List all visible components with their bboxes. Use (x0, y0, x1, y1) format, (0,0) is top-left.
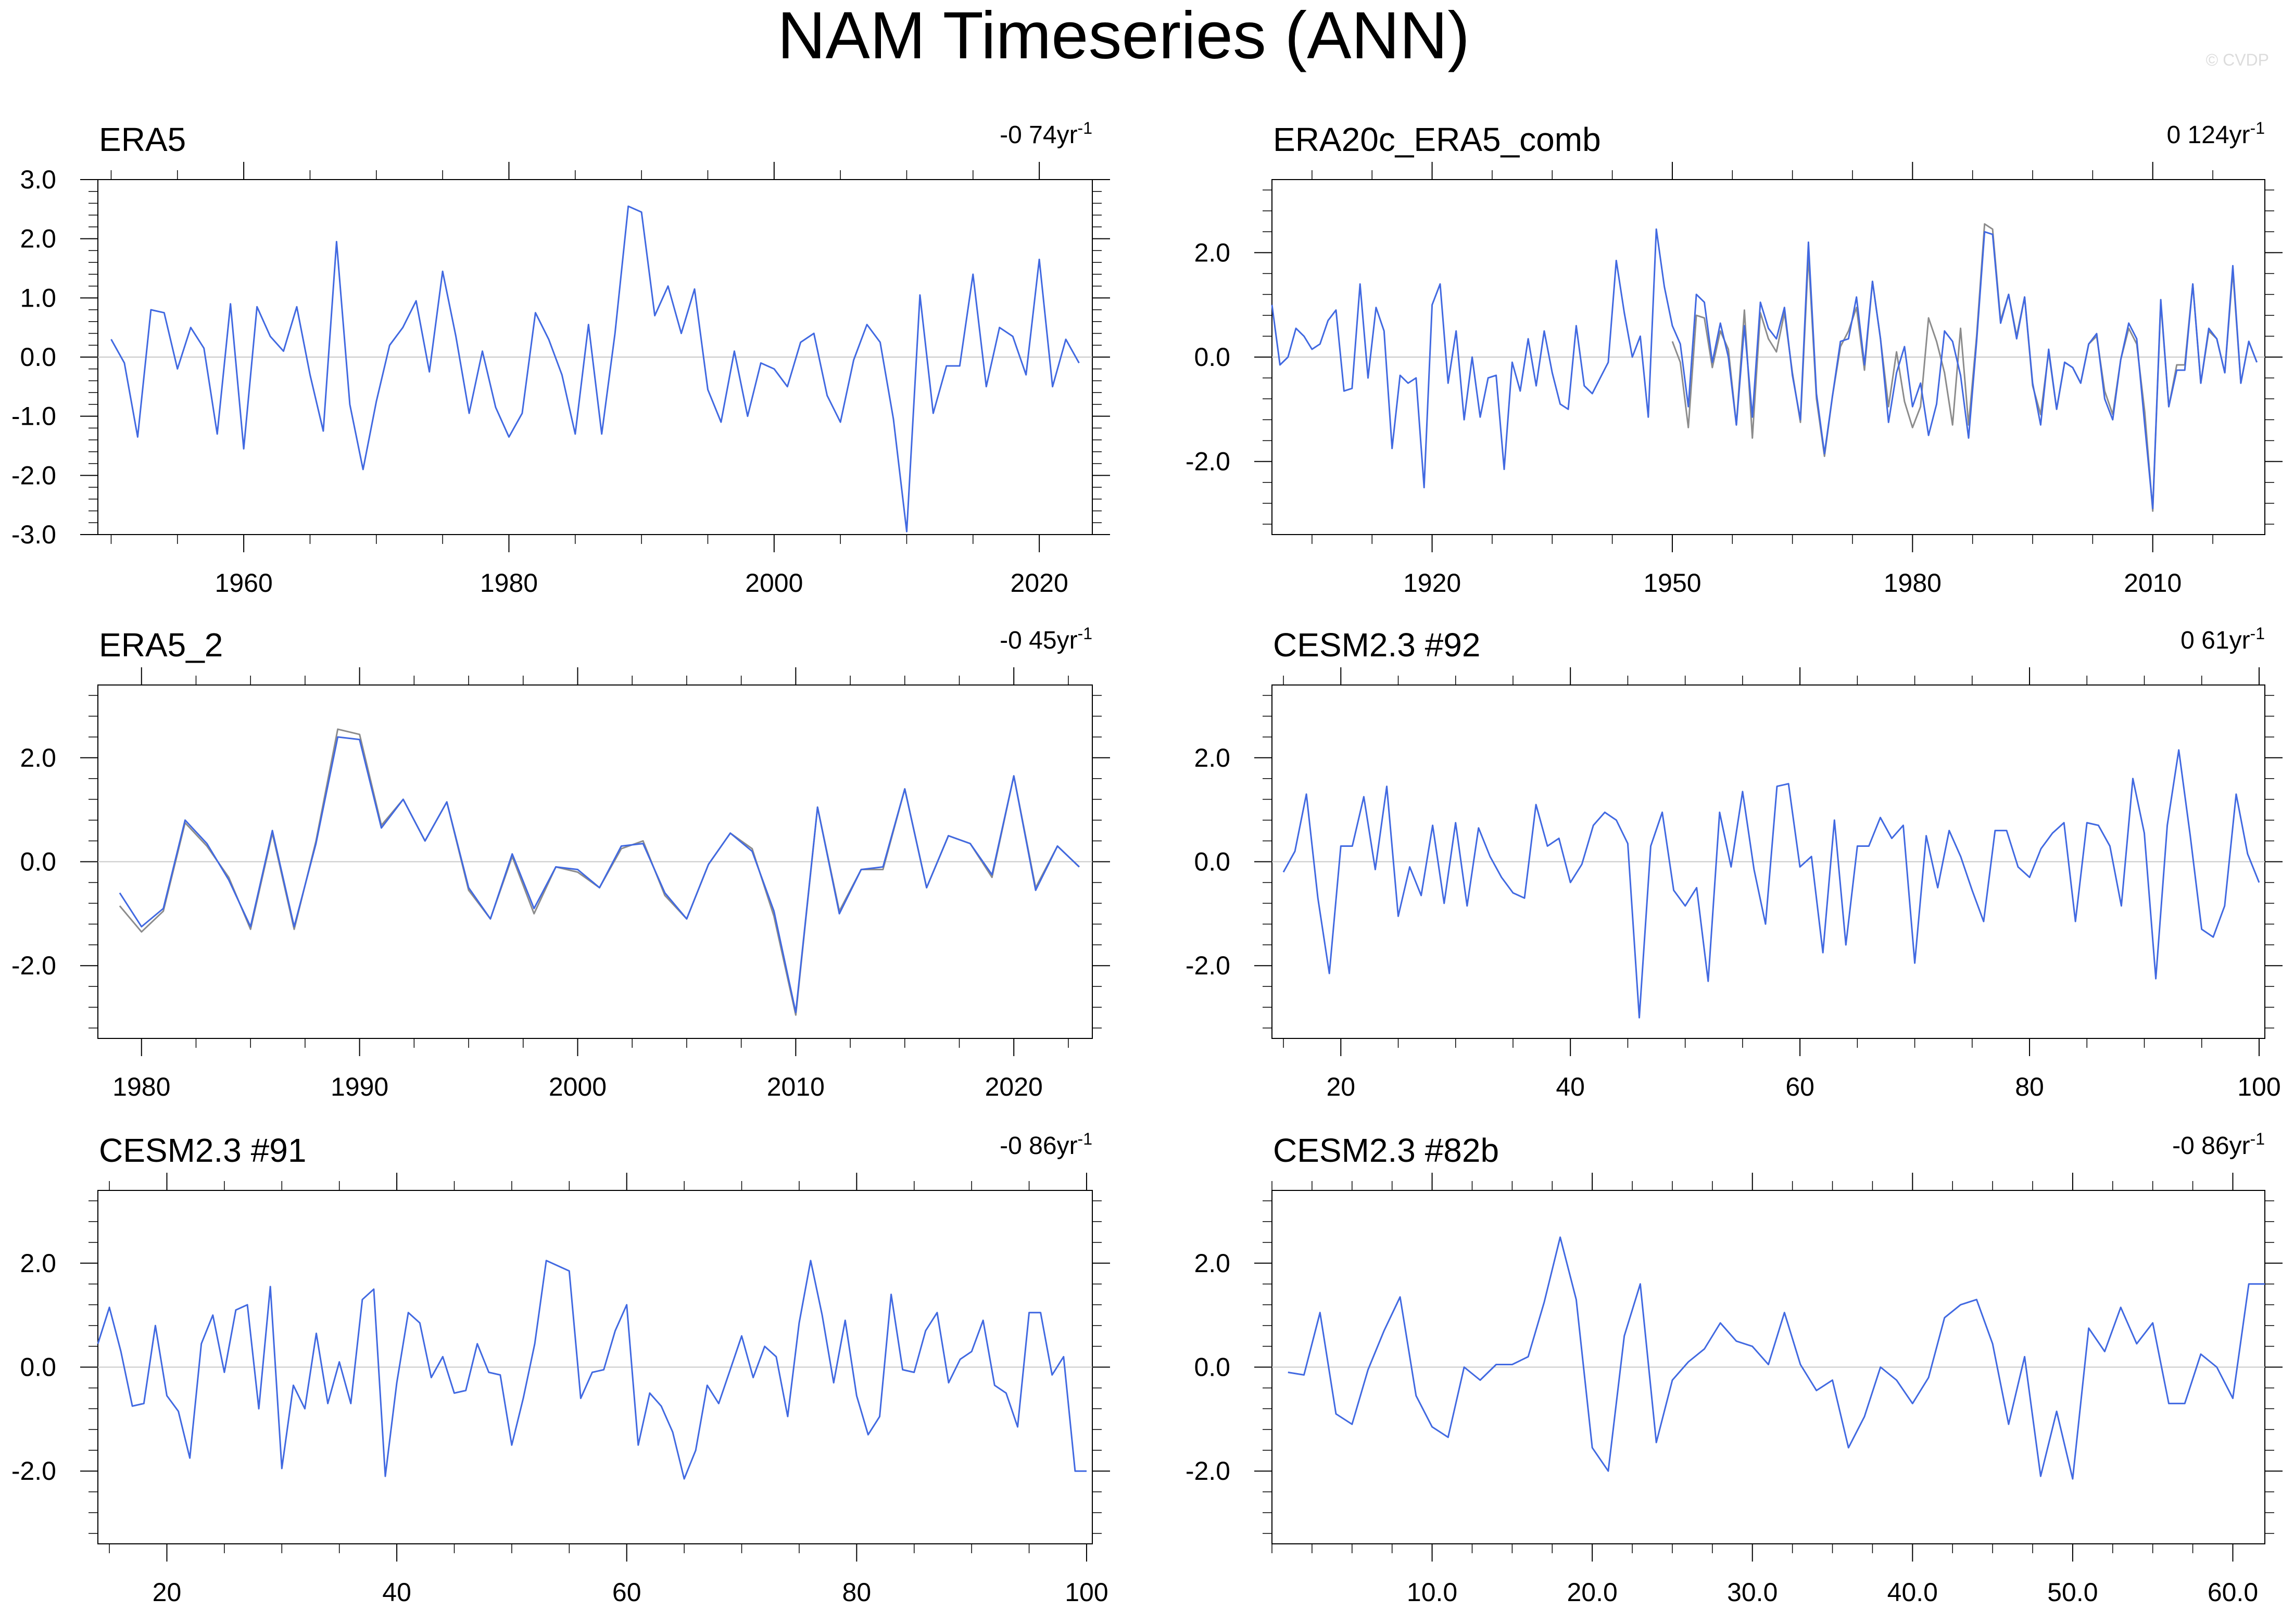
series-line (1288, 1236, 2265, 1480)
x-tick-label: 40.0 (1887, 1578, 1938, 1607)
y-tick-label: 3.0 (20, 165, 56, 194)
y-tick-label: -2.0 (11, 951, 56, 980)
x-tick-label: 1980 (480, 568, 538, 598)
y-tick-label: -1.0 (11, 402, 56, 431)
x-tick-label: 80 (2015, 1072, 2044, 1101)
y-tick-label: 0.0 (20, 847, 56, 877)
x-tick-label: 1920 (1403, 568, 1461, 598)
panel-6: CESM2.3 #82b -0 86yr-1 10.0 20.0 30.0 40.0 50.… (1186, 1130, 2283, 1607)
x-tick-label: 1990 (331, 1072, 388, 1101)
y-tick-label: 2.0 (1194, 238, 1230, 267)
x-tick-label: 2020 (985, 1072, 1043, 1101)
y-tick-label: -2.0 (1186, 1456, 1230, 1486)
y-tick-label: 0.0 (20, 1353, 56, 1382)
x-tick-label: 2010 (767, 1072, 825, 1101)
x-tick-label: 60.0 (2208, 1578, 2258, 1607)
y-tick-label: 2.0 (1194, 1249, 1230, 1278)
series-line (110, 205, 1080, 532)
y-tick-label: 2.0 (1194, 743, 1230, 772)
trend-label: 0 124yr-1 (2166, 119, 2265, 149)
x-tick-label: 20.0 (1567, 1578, 1617, 1607)
y-tick-label: -2.0 (11, 1456, 56, 1486)
panel-3: ERA5_2 -0 45yr-1 1980 1990 2000 2010 2020 -2.0 0… (11, 624, 1110, 1101)
y-tick-label: -2.0 (1186, 447, 1230, 476)
x-tick-label: 100 (1065, 1578, 1108, 1607)
x-tick-label: 10.0 (1407, 1578, 1457, 1607)
series-line (1282, 749, 2260, 1019)
x-tick-label: 2000 (549, 1072, 607, 1101)
x-tick-label: 100 (2237, 1072, 2280, 1101)
x-tick-label: 20 (1326, 1072, 1355, 1101)
y-tick-label: -2.0 (1186, 951, 1230, 980)
panel-4: CESM2.3 #92 0 61yr-1 20 40 60 80 100 -2.0 0.0 2.0 (1186, 624, 2283, 1101)
reference-series-line (1671, 223, 2258, 512)
series-line (1271, 228, 2258, 510)
series-line (97, 1260, 1087, 1480)
x-tick-label: 1980 (112, 1072, 170, 1101)
watermark: © CVDP (2206, 50, 2269, 69)
x-tick-label: 2000 (745, 568, 803, 598)
panel-2: ERA20c_ERA5_comb 0 124yr-1 1920 1950 1980 201… (1186, 119, 2283, 598)
x-tick-label: 40 (382, 1578, 411, 1607)
trend-label: -0 74yr-1 (1000, 119, 1092, 149)
x-tick-label: 2010 (2124, 568, 2182, 598)
y-tick-label: 2.0 (20, 743, 56, 772)
figure-title: NAM Timeseries (ANN) (777, 0, 1470, 73)
y-tick-label: 2.0 (20, 224, 56, 253)
trend-label: -0 45yr-1 (1000, 624, 1092, 654)
x-tick-label: 40 (1556, 1072, 1585, 1101)
x-tick-label: 1980 (1884, 568, 1942, 598)
x-tick-label: 1950 (1643, 568, 1701, 598)
panel-title: CESM2.3 #91 (99, 1132, 306, 1169)
x-tick-label: 60 (612, 1578, 641, 1607)
x-tick-label: 1960 (215, 568, 273, 598)
panel-1: ERA5 -0 74yr-1 1960 1980 2000 2020 -3.0 -2.0 -1.… (11, 119, 1110, 598)
y-tick-label: 0.0 (20, 342, 56, 372)
y-tick-label: 2.0 (20, 1249, 56, 1278)
trend-label: -0 86yr-1 (1000, 1130, 1092, 1160)
x-tick-label: 60 (1785, 1072, 1814, 1101)
panel-title: CESM2.3 #92 (1273, 626, 1480, 664)
x-tick-label: 2020 (1011, 568, 1068, 598)
series-line (119, 736, 1080, 1013)
panel-5: CESM2.3 #91 -0 86yr-1 20 40 60 80 100 -2.0 0.0 2.… (11, 1130, 1110, 1607)
trend-label: -0 86yr-1 (2172, 1130, 2265, 1160)
y-tick-label: 0.0 (1194, 342, 1230, 372)
x-tick-label: 80 (842, 1578, 872, 1607)
x-tick-label: 50.0 (2047, 1578, 2098, 1607)
panel-title: CESM2.3 #82b (1273, 1132, 1499, 1169)
panel-title: ERA5_2 (99, 626, 223, 664)
y-tick-label: -3.0 (11, 520, 56, 549)
x-tick-label: 30.0 (1727, 1578, 1778, 1607)
panel-title: ERA20c_ERA5_comb (1273, 121, 1601, 158)
x-tick-label: 20 (153, 1578, 182, 1607)
y-tick-label: 0.0 (1194, 847, 1230, 877)
y-tick-label: -2.0 (11, 461, 56, 490)
trend-label: 0 61yr-1 (2180, 624, 2265, 654)
y-tick-label: 0.0 (1194, 1353, 1230, 1382)
y-tick-label: 1.0 (20, 283, 56, 312)
panel-title: ERA5 (99, 121, 186, 158)
